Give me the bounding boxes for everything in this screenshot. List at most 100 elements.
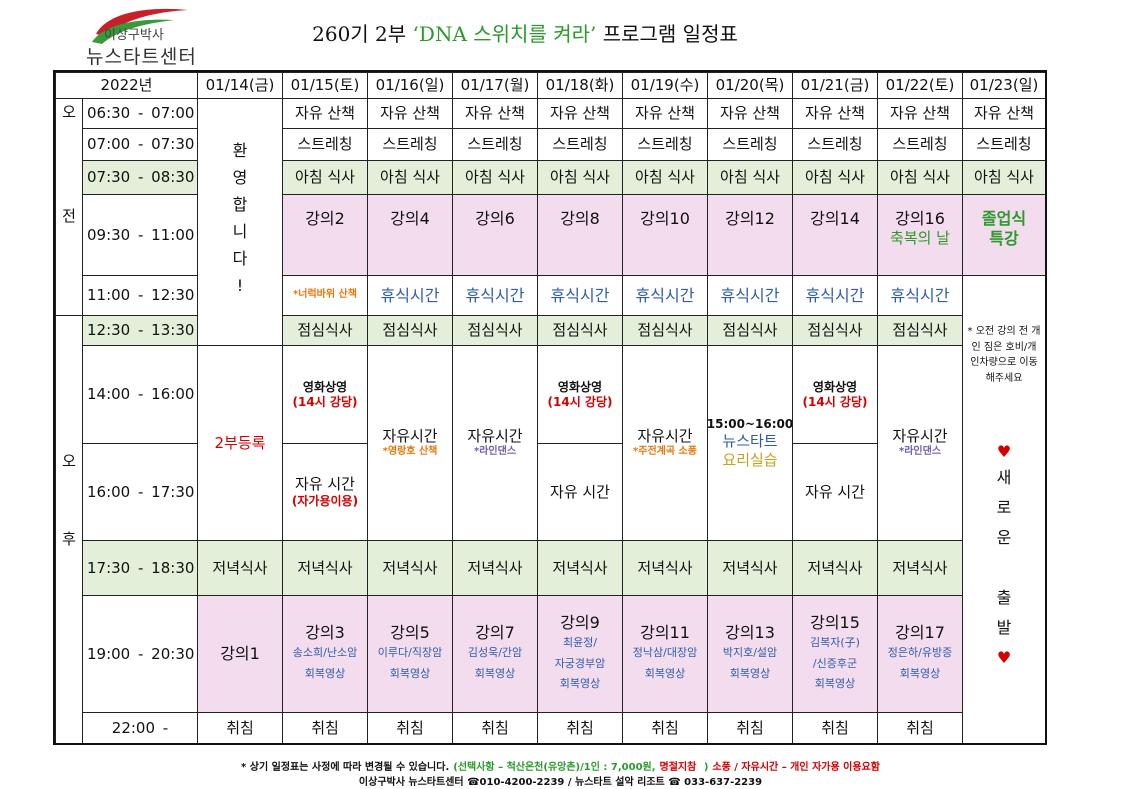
time-cell: 06:30 - 07:00 bbox=[82, 98, 198, 129]
logo-mark bbox=[92, 8, 188, 44]
corner: 2022년 bbox=[100, 76, 153, 95]
breakfast-cell: 아침 식사 bbox=[367, 160, 453, 195]
walk: 자유 산책 bbox=[465, 104, 525, 123]
morning-cell: 강의4 bbox=[367, 194, 453, 276]
date: 01/19(수) bbox=[630, 76, 700, 95]
stretch-cell: 스트레칭 bbox=[877, 128, 963, 161]
morning-line: 강의12 bbox=[725, 209, 775, 228]
walk: 자유 산책 bbox=[380, 104, 440, 123]
breakfast: 아침 식사 bbox=[635, 168, 695, 187]
afternoon-line: 자유시간 bbox=[467, 427, 523, 446]
title-highlight: ‘DNA 스위치를 켜라’ bbox=[412, 22, 597, 46]
lunch: 점심식사 bbox=[892, 321, 948, 340]
morning-cell: 강의16 축복의 날 bbox=[877, 194, 963, 276]
stretch-cell: 스트레칭 bbox=[792, 128, 878, 161]
sleep: 취침 bbox=[396, 718, 424, 737]
lunch-cell: 점심식사 bbox=[792, 315, 878, 346]
breakfast-cell: 아침 식사 bbox=[537, 160, 623, 195]
lunch-cell: 점심식사 bbox=[282, 315, 368, 346]
walk: 자유 산책 bbox=[890, 104, 950, 123]
sleep-cell: 취침 bbox=[367, 712, 453, 744]
lunch: 점심식사 bbox=[297, 321, 353, 340]
time-cell: 22:00 - bbox=[82, 712, 198, 744]
dinner-cell: 저녁식사 bbox=[282, 540, 368, 596]
evening-line: 최윤정/ bbox=[562, 635, 598, 649]
dinner: 저녁식사 bbox=[552, 558, 608, 577]
dinner-cell: 저녁식사 bbox=[877, 540, 963, 596]
date-cell: 01/18(화) bbox=[537, 72, 623, 99]
time-label: 17:30 - 18:30 bbox=[87, 558, 195, 577]
evening-line: 강의3 bbox=[305, 623, 345, 643]
dinner: 저녁식사 bbox=[637, 558, 693, 577]
date: 01/23(일) bbox=[969, 76, 1039, 95]
walk-cell: 자유 산책 bbox=[282, 98, 368, 129]
evening-line: 강의9 bbox=[560, 612, 600, 632]
welcome: 환 영 합 니 다! bbox=[232, 141, 248, 295]
evening-line: 이루다/직장암 bbox=[377, 646, 443, 660]
walk-cell: 자유 산책 bbox=[877, 98, 963, 129]
afternoon-line: *라인댄스 bbox=[473, 446, 517, 458]
evening-line: 회복영상 bbox=[304, 667, 346, 680]
stretch-cell: 스트레칭 bbox=[282, 128, 368, 161]
lecture: 강의1 bbox=[220, 644, 260, 663]
date: 01/20(목) bbox=[715, 76, 785, 95]
stretch: 스트레칭 bbox=[807, 135, 863, 154]
stretch-cell: 스트레칭 bbox=[452, 128, 538, 161]
evening-line: 강의11 bbox=[640, 623, 690, 643]
afternoon-bottom-cell: 자유 시간 bbox=[792, 443, 878, 541]
morning-line: 졸업식 bbox=[981, 209, 1027, 228]
walk-cell: 자유 산책 bbox=[962, 98, 1046, 129]
sleep: 취침 bbox=[481, 718, 509, 737]
morning-line: 강의14 bbox=[810, 209, 860, 228]
morning-line: 강의6 bbox=[475, 209, 515, 228]
footer-note: 소풍 / 자유시간 – 개인 자가용 이용요함 bbox=[712, 762, 880, 773]
morning-line: 강의4 bbox=[390, 209, 430, 228]
rest-cell: 휴식시간 bbox=[452, 275, 538, 316]
afternoon-cell: 15:00~16:00 뉴스타트 요리실습 bbox=[707, 345, 793, 541]
rest: 휴식시간 bbox=[635, 285, 695, 305]
dinner-cell: 저녁식사 bbox=[452, 540, 538, 596]
registration: 2부등록 bbox=[214, 433, 266, 452]
lecture-cell: 강의1 bbox=[197, 595, 283, 713]
notice: * 오전 강의 전 개인 짐은 호비/개인차량으로 이동해주세요 bbox=[967, 326, 1041, 384]
date: 01/16(일) bbox=[375, 76, 445, 95]
sleep-cell: 취침 bbox=[877, 712, 963, 744]
rest-cell: 휴식시간 bbox=[877, 275, 963, 316]
rest: 휴식시간 bbox=[890, 285, 950, 305]
evening-line: 정은하/유방증 bbox=[887, 646, 953, 660]
logo-top: 이상구박사 bbox=[104, 28, 164, 43]
afternoon-line: *영랑호 산책 bbox=[382, 446, 438, 458]
afternoon-line: (14시 강당) bbox=[547, 394, 613, 409]
rest-cell: 휴식시간 bbox=[707, 275, 793, 316]
evening-cell: 강의9 최윤정/자궁경부암 회복영상 bbox=[537, 595, 623, 713]
dinner-cell: 저녁식사 bbox=[197, 540, 283, 596]
afternoon-line: 자유시간 bbox=[637, 427, 693, 446]
afternoon-line: *라인댄스 bbox=[898, 446, 942, 458]
breakfast-cell: 아침 식사 bbox=[792, 160, 878, 195]
stretch-cell: 스트레칭 bbox=[537, 128, 623, 161]
evening-line: /신증후군 bbox=[812, 656, 858, 670]
afternoon-line: 자유 시간 bbox=[550, 482, 610, 501]
evening-line: 강의5 bbox=[390, 623, 430, 643]
lunch: 점심식사 bbox=[552, 321, 608, 340]
breakfast-cell: 아침 식사 bbox=[622, 160, 708, 195]
sleep-cell: 취침 bbox=[707, 712, 793, 744]
time-label: 07:00 - 07:30 bbox=[87, 135, 195, 154]
evening-line: 박지호/설암 bbox=[722, 646, 778, 660]
stretch: 스트레칭 bbox=[552, 135, 608, 154]
rest-cell: 휴식시간 bbox=[792, 275, 878, 316]
breakfast: 아침 식사 bbox=[550, 168, 610, 187]
time-label: 12:30 - 13:30 bbox=[87, 321, 195, 340]
footer-note: (선택사항 – 척산온천(유앙촌)/1인 : 7,000원, bbox=[453, 762, 656, 773]
morning-line: 강의8 bbox=[560, 209, 600, 228]
evening-line: 강의7 bbox=[475, 623, 515, 643]
date-cell: 01/20(목) bbox=[707, 72, 793, 99]
date: 01/18(화) bbox=[545, 76, 615, 95]
lunch: 점심식사 bbox=[637, 321, 693, 340]
dinner: 저녁식사 bbox=[297, 558, 353, 577]
sleep: 취침 bbox=[311, 718, 339, 737]
stretch-cell: 스트레칭 bbox=[622, 128, 708, 161]
breakfast: 아침 식사 bbox=[805, 168, 865, 187]
